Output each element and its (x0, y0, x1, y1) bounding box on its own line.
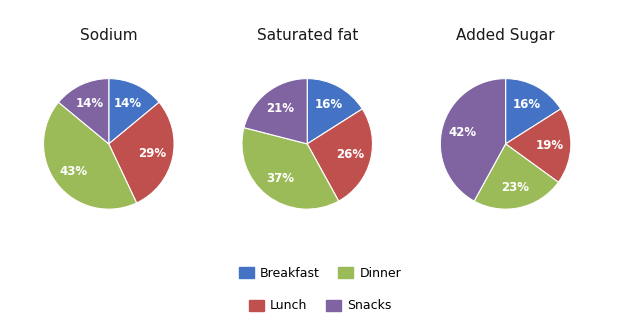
Text: 16%: 16% (513, 98, 541, 112)
Text: 16%: 16% (314, 98, 342, 112)
Text: 19%: 19% (536, 139, 564, 152)
Text: 42%: 42% (449, 126, 477, 139)
Legend: Lunch, Snacks: Lunch, Snacks (243, 295, 397, 318)
Wedge shape (440, 78, 506, 201)
Wedge shape (474, 144, 559, 209)
Text: 14%: 14% (114, 97, 142, 110)
Text: 26%: 26% (336, 148, 364, 162)
Wedge shape (109, 102, 174, 203)
Wedge shape (244, 78, 307, 144)
Legend: Breakfast, Dinner: Breakfast, Dinner (234, 262, 406, 285)
Text: 21%: 21% (266, 102, 294, 115)
Text: 37%: 37% (266, 172, 294, 185)
Text: 43%: 43% (60, 164, 88, 178)
Title: Sodium: Sodium (80, 27, 138, 43)
Text: 14%: 14% (76, 97, 104, 110)
Text: 23%: 23% (501, 181, 529, 194)
Text: 29%: 29% (138, 147, 166, 160)
Wedge shape (307, 109, 372, 201)
Wedge shape (58, 78, 109, 144)
Title: Saturated fat: Saturated fat (257, 27, 358, 43)
Wedge shape (506, 78, 561, 144)
Wedge shape (242, 128, 339, 209)
Title: Added Sugar: Added Sugar (456, 27, 555, 43)
Wedge shape (109, 78, 159, 144)
Wedge shape (307, 78, 362, 144)
Wedge shape (44, 102, 136, 209)
Wedge shape (506, 109, 571, 182)
